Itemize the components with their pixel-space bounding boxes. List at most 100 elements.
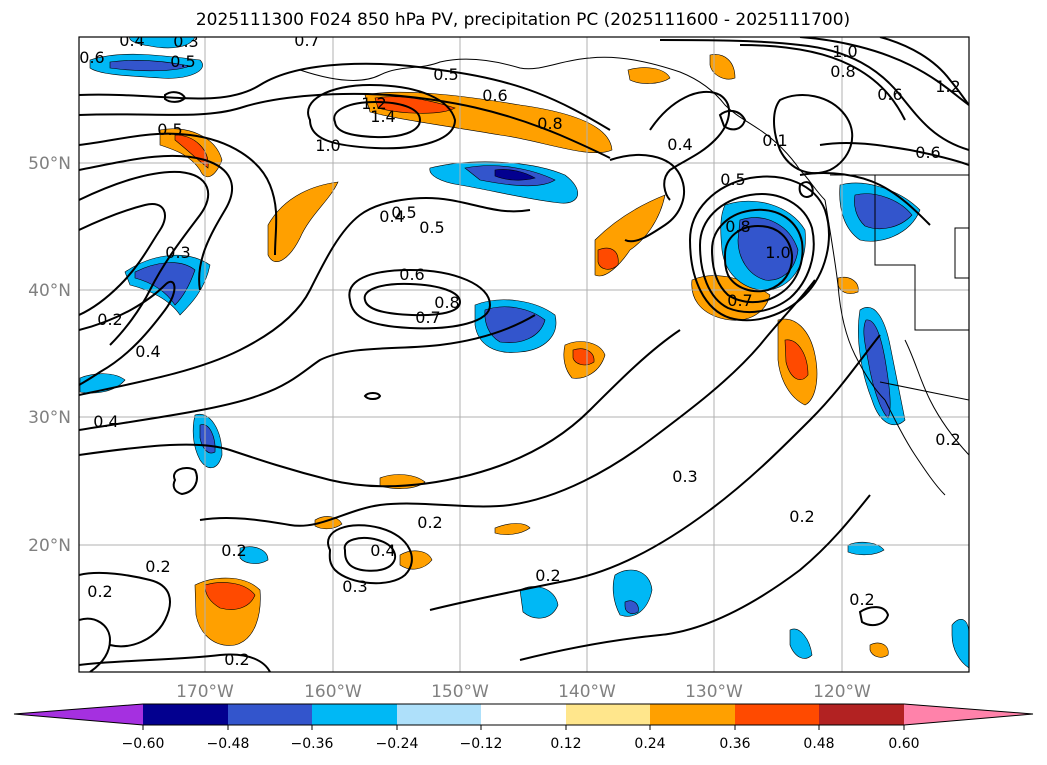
contour-label: 0.3 bbox=[672, 467, 697, 486]
contour-label: 0.4 bbox=[93, 412, 118, 431]
precip-patch-light-blue bbox=[951, 618, 969, 669]
pv-contour bbox=[333, 100, 422, 139]
contour-label: 0.3 bbox=[173, 32, 198, 51]
contour-label: 0.5 bbox=[391, 203, 416, 222]
colorbar-tick-label: 0.24 bbox=[634, 736, 665, 752]
precip-patch-red bbox=[204, 582, 256, 610]
precip-patch-orange bbox=[399, 550, 433, 570]
contour-label: 1.2 bbox=[935, 77, 960, 96]
contour-label: 0.6 bbox=[399, 265, 424, 284]
pv-contour bbox=[723, 224, 794, 293]
pv-contour bbox=[879, 37, 969, 106]
lat-label: 30°N bbox=[28, 408, 71, 428]
contour-label: 0.2 bbox=[935, 430, 960, 449]
coastline-alaska bbox=[299, 56, 761, 131]
contour-label: 0.4 bbox=[370, 541, 395, 560]
contour-labels: 0.4 0.6 0.5 0.7 1.0 0.8 1.2 0.5 0.6 1.2 … bbox=[79, 32, 960, 669]
colorbar-tick-label: −0.12 bbox=[460, 736, 503, 752]
pv-contour bbox=[799, 37, 969, 106]
precip-patch-orange bbox=[494, 523, 531, 535]
colorbar-tick-label: 0.12 bbox=[550, 736, 581, 752]
contour-label: 0.1 bbox=[762, 131, 787, 150]
contour-label: 0.6 bbox=[877, 85, 902, 104]
pv-contour bbox=[710, 208, 804, 304]
pv-contour bbox=[348, 268, 492, 330]
contour-label: 0.2 bbox=[221, 541, 246, 560]
coastline-west-us bbox=[824, 199, 886, 401]
figure-title: 2025111300 F024 850 hPa PV, precipitatio… bbox=[196, 10, 850, 30]
contour-label: 0.2 bbox=[224, 650, 249, 669]
pv-contour bbox=[363, 282, 462, 317]
contour-label: 0.2 bbox=[849, 590, 874, 609]
contour-label: 0.4 bbox=[379, 207, 404, 226]
lon-label: 120°W bbox=[813, 682, 871, 702]
colorbar-tick-label: −0.24 bbox=[376, 736, 419, 752]
pv-contour bbox=[698, 193, 815, 314]
precip-patch-red bbox=[597, 247, 619, 270]
pv-contour bbox=[79, 280, 176, 386]
pv-contour bbox=[172, 467, 198, 496]
pv-contour bbox=[363, 392, 382, 400]
contour-label: 0.8 bbox=[434, 293, 459, 312]
contour-label: 0.8 bbox=[830, 62, 855, 81]
contour-label: 0.7 bbox=[727, 291, 752, 310]
colorbar-segment bbox=[650, 704, 735, 725]
border-us-mexico bbox=[879, 381, 969, 401]
pv-contour bbox=[819, 141, 969, 166]
lon-label: 150°W bbox=[431, 682, 489, 702]
pv-contour bbox=[343, 537, 397, 572]
pv-contour bbox=[199, 279, 816, 527]
colorbar-segment bbox=[143, 704, 228, 725]
pv-contour bbox=[773, 94, 854, 175]
colorbar-tick-label: −0.48 bbox=[207, 736, 250, 752]
pv-contour bbox=[79, 571, 171, 648]
contour-label: 0.4 bbox=[135, 342, 160, 361]
contour-label: 0.2 bbox=[97, 310, 122, 329]
precip-patch-light-blue bbox=[129, 37, 196, 49]
latitude-labels: 50°N 40°N 30°N 20°N bbox=[28, 154, 71, 556]
contour-label: 1.2 bbox=[361, 94, 386, 113]
contour-label: 0.8 bbox=[725, 217, 750, 236]
lat-label: 50°N bbox=[28, 154, 71, 174]
contour-label: 0.3 bbox=[165, 243, 190, 262]
pv-contour bbox=[79, 329, 681, 488]
contour-label: 0.5 bbox=[170, 52, 195, 71]
contour-label: 0.6 bbox=[79, 48, 104, 67]
colorbar-tick-label: 0.36 bbox=[719, 736, 750, 752]
contour-label: 0.5 bbox=[419, 218, 444, 237]
colorbar-segment bbox=[904, 704, 1033, 725]
contour-label: 0.2 bbox=[417, 513, 442, 532]
colorbar-segment bbox=[228, 704, 312, 725]
colorbar-tick-label: −0.60 bbox=[122, 736, 165, 752]
contour-label: 0.2 bbox=[789, 507, 814, 526]
contour-label: 1.4 bbox=[370, 107, 395, 126]
precip-patch-dark-blue bbox=[494, 169, 536, 181]
contour-label: 0.4 bbox=[667, 135, 692, 154]
pv-contour bbox=[79, 314, 536, 431]
precip-patch-red bbox=[174, 134, 209, 169]
precip-patch-light-blue bbox=[239, 546, 269, 564]
state-border bbox=[874, 175, 969, 331]
colorbar: −0.60 −0.48 −0.36 −0.24 −0.12 0.12 0.24 … bbox=[13, 703, 1034, 752]
contour-label: 0.6 bbox=[482, 86, 507, 105]
pv-contour bbox=[609, 154, 685, 243]
lon-label: 130°W bbox=[685, 682, 743, 702]
contour-label: 0.2 bbox=[535, 566, 560, 585]
map-background bbox=[79, 37, 969, 672]
pv-contour bbox=[79, 203, 166, 316]
pv-contour bbox=[79, 154, 234, 291]
pv-contour bbox=[327, 524, 413, 585]
contour-label: 1.0 bbox=[315, 136, 340, 155]
precip-patch-mid-blue bbox=[737, 217, 799, 281]
colorbar-tick-label: 0.60 bbox=[888, 736, 919, 752]
precip-patch-light-blue bbox=[612, 569, 653, 617]
lon-label: 140°W bbox=[558, 682, 616, 702]
contour-label: 1.0 bbox=[832, 42, 857, 61]
lon-label: 160°W bbox=[304, 682, 362, 702]
lat-label: 40°N bbox=[28, 281, 71, 301]
contour-label: 0.5 bbox=[157, 120, 182, 139]
pv-contour bbox=[79, 653, 271, 672]
pv-contour bbox=[659, 39, 969, 151]
pv-contour bbox=[164, 91, 187, 103]
pv-contour bbox=[739, 44, 906, 121]
